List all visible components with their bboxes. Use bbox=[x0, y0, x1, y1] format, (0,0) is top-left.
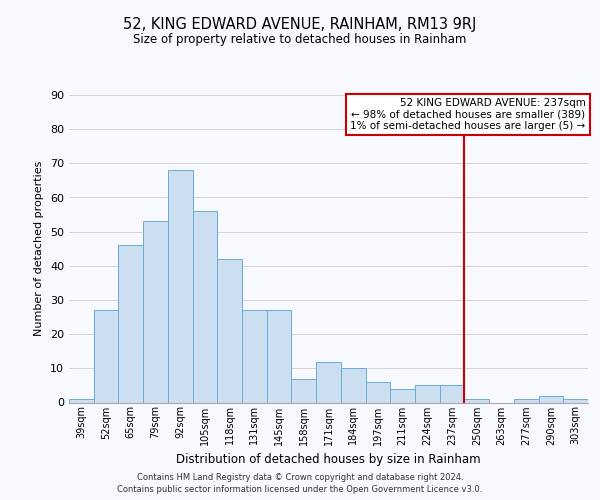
Bar bbox=[94, 310, 118, 402]
Bar bbox=[242, 310, 267, 402]
X-axis label: Distribution of detached houses by size in Rainham: Distribution of detached houses by size … bbox=[176, 453, 481, 466]
Text: Contains public sector information licensed under the Open Government Licence v3: Contains public sector information licen… bbox=[118, 485, 482, 494]
Text: 52, KING EDWARD AVENUE, RAINHAM, RM13 9RJ: 52, KING EDWARD AVENUE, RAINHAM, RM13 9R… bbox=[124, 18, 476, 32]
Text: Size of property relative to detached houses in Rainham: Size of property relative to detached ho… bbox=[133, 32, 467, 46]
Bar bbox=[267, 310, 292, 402]
Bar bbox=[118, 246, 143, 402]
Bar bbox=[539, 396, 563, 402]
Bar bbox=[69, 399, 94, 402]
Bar bbox=[563, 399, 588, 402]
Text: Contains HM Land Registry data © Crown copyright and database right 2024.: Contains HM Land Registry data © Crown c… bbox=[137, 472, 463, 482]
Bar bbox=[316, 362, 341, 403]
Bar bbox=[514, 399, 539, 402]
Bar bbox=[341, 368, 365, 402]
Bar bbox=[390, 389, 415, 402]
Bar bbox=[464, 399, 489, 402]
Bar bbox=[365, 382, 390, 402]
Bar bbox=[440, 386, 464, 402]
Bar bbox=[415, 386, 440, 402]
Text: 52 KING EDWARD AVENUE: 237sqm
← 98% of detached houses are smaller (389)
1% of s: 52 KING EDWARD AVENUE: 237sqm ← 98% of d… bbox=[350, 98, 586, 132]
Bar bbox=[193, 211, 217, 402]
Bar bbox=[217, 259, 242, 402]
Bar bbox=[143, 222, 168, 402]
Bar bbox=[168, 170, 193, 402]
Bar bbox=[292, 378, 316, 402]
Y-axis label: Number of detached properties: Number of detached properties bbox=[34, 161, 44, 336]
